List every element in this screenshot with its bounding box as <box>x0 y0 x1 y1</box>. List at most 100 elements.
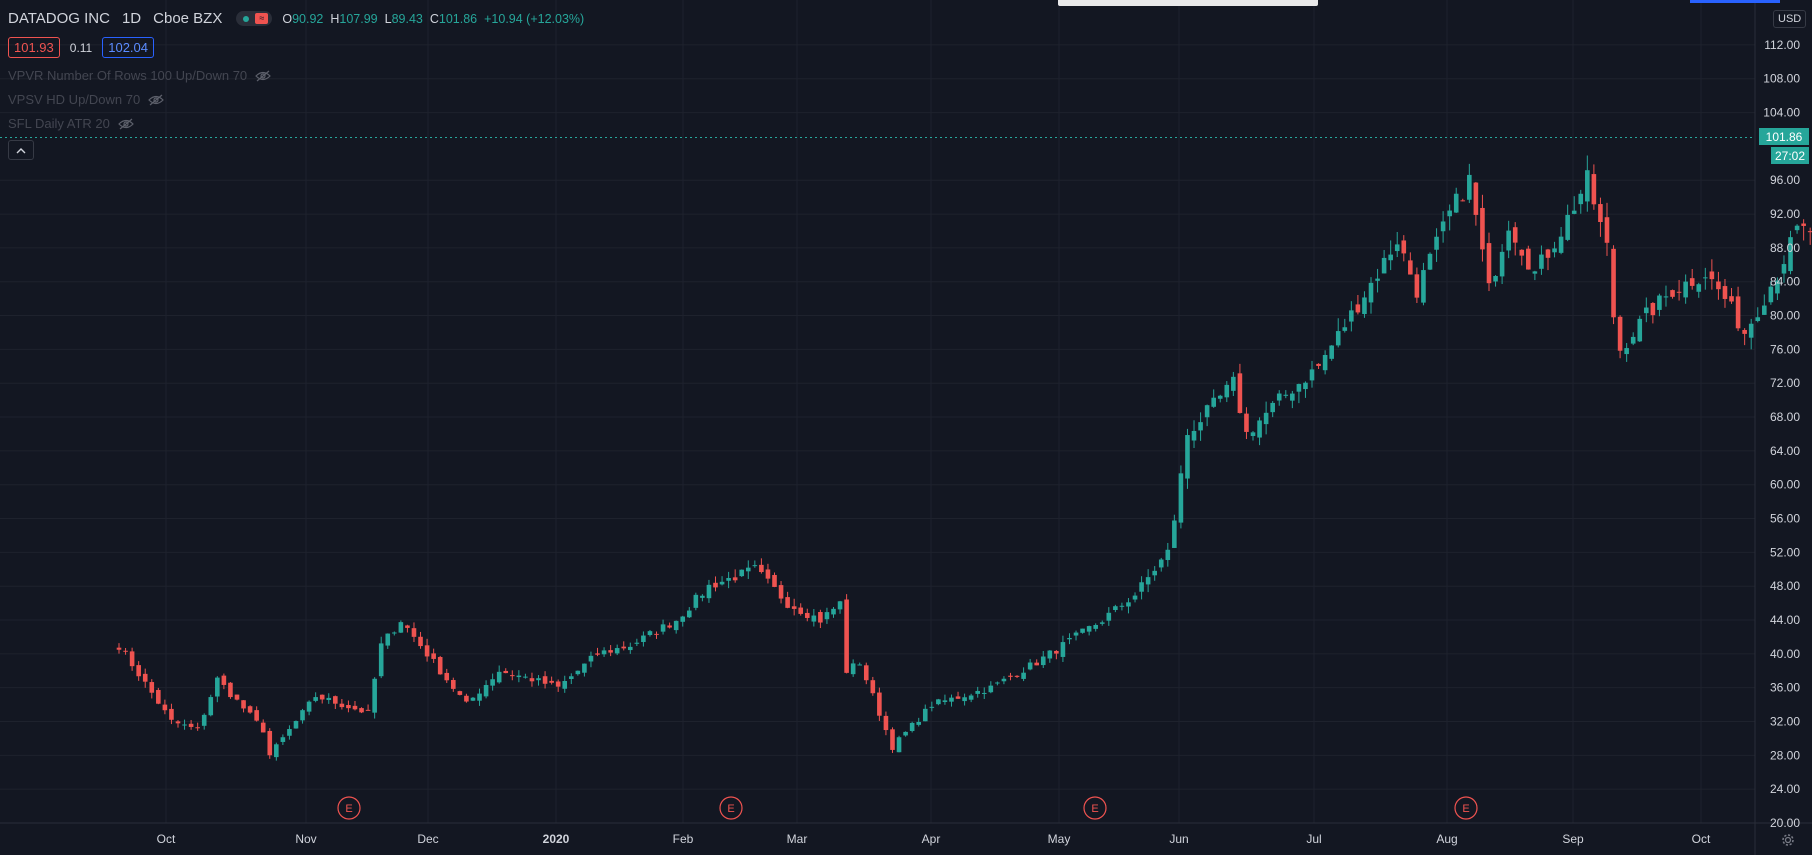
candle-body <box>1231 376 1236 391</box>
candle-body <box>831 608 836 615</box>
price-tick-label: 108.00 <box>1763 72 1800 86</box>
candle-body <box>732 577 738 581</box>
candle <box>1630 332 1636 346</box>
time-tick-label: Mar <box>787 832 808 846</box>
candle <box>365 704 371 711</box>
price-tick-label: 28.00 <box>1770 748 1800 762</box>
candle-body <box>1447 210 1452 217</box>
earnings-marker[interactable]: E <box>1454 796 1478 820</box>
candle-body <box>745 567 751 572</box>
candle-body <box>1126 602 1131 607</box>
candle-body <box>1303 382 1308 390</box>
candle <box>234 694 240 701</box>
eye-off-icon[interactable] <box>255 70 272 82</box>
indicator-label: SFL Daily ATR 20 <box>8 116 110 131</box>
bid-price[interactable]: 101.93 <box>8 37 60 58</box>
candle <box>1552 241 1557 258</box>
market-status-pill[interactable]: ≈ <box>236 11 273 26</box>
price-tick-label: 88.00 <box>1770 241 1800 255</box>
collapse-legend-button[interactable] <box>8 140 34 160</box>
indicator-vpsv[interactable]: VPSV HD Up/Down 70 <box>8 92 165 107</box>
candle-body <box>129 651 135 667</box>
eye-off-icon[interactable] <box>118 118 134 130</box>
currency-selector[interactable]: USD <box>1773 10 1807 28</box>
candle-body <box>510 675 515 677</box>
candle <box>156 687 161 705</box>
candle-body <box>942 700 948 703</box>
eye-off-icon[interactable] <box>148 94 165 106</box>
candle-body <box>477 693 482 701</box>
candle-body <box>352 705 358 710</box>
candle <box>988 681 994 694</box>
candle <box>1748 318 1754 350</box>
candle <box>1676 279 1682 301</box>
candle <box>1388 240 1393 271</box>
candle-body <box>798 607 804 614</box>
candle-body <box>116 647 122 650</box>
symbol-name[interactable]: DATADOG INC <box>8 10 110 27</box>
candle <box>844 594 849 674</box>
candle-body <box>247 706 253 713</box>
candle-body <box>844 599 849 673</box>
candle-body <box>234 694 240 700</box>
indicator-vpvr[interactable]: VPVR Number Of Rows 100 Up/Down 70 <box>8 68 272 83</box>
candle <box>1211 389 1216 408</box>
candle <box>549 676 554 685</box>
candle-body <box>503 670 509 674</box>
candle-body <box>785 597 790 608</box>
symbol-legend[interactable]: DATADOG INC 1D Cboe BZX ≈ O90.92 H107.99… <box>8 10 584 27</box>
candle-body <box>1565 214 1570 240</box>
candle <box>745 560 751 579</box>
candle-body <box>1008 675 1013 677</box>
candle <box>1080 628 1085 634</box>
candle <box>1709 259 1715 290</box>
candle-body <box>995 682 1000 684</box>
candle <box>451 677 456 692</box>
gear-icon[interactable] <box>1779 831 1797 849</box>
candle-body <box>601 650 607 655</box>
candle <box>123 647 128 655</box>
candle <box>1689 268 1695 290</box>
ask-price[interactable]: 102.04 <box>102 37 154 58</box>
ohlc-close: C101.86 <box>429 11 478 26</box>
candle-body <box>903 731 908 736</box>
candle <box>1480 194 1485 262</box>
candle-body <box>313 697 318 701</box>
candle-body <box>1322 354 1328 371</box>
candle-body <box>372 678 377 713</box>
candle-body <box>1742 329 1747 334</box>
candle-body <box>1683 281 1688 298</box>
candle <box>667 622 672 629</box>
candle-body <box>1381 257 1387 274</box>
time-axis: Oct Nov Dec 2020 Feb Mar Apr May Jun Jul Aug Sep Oct <box>157 832 1711 846</box>
symbol-interval[interactable]: 1D <box>121 10 142 27</box>
candle-body <box>1480 207 1485 250</box>
ohlc-high: H107.99 <box>330 11 378 26</box>
candle-body <box>1467 174 1472 200</box>
earnings-marker[interactable]: E <box>1083 796 1107 820</box>
candle <box>1303 381 1308 398</box>
indicator-label: VPSV HD Up/Down 70 <box>8 92 141 107</box>
earnings-marker[interactable]: E <box>719 796 743 820</box>
price-tick-label: 52.00 <box>1770 545 1800 559</box>
candle-body <box>909 722 915 732</box>
candle-body <box>188 723 194 727</box>
candle-body <box>437 657 443 675</box>
candle-body <box>1421 270 1426 303</box>
candle <box>568 673 574 685</box>
candle-body <box>1152 570 1157 576</box>
candle-body <box>169 708 174 720</box>
earnings-marker[interactable]: E <box>337 796 361 820</box>
candle-body <box>693 594 699 608</box>
candle-body <box>457 691 463 695</box>
candle-body <box>1630 336 1636 344</box>
symbol-exchange[interactable]: Cboe BZX <box>153 10 223 27</box>
price-tick-label: 60.00 <box>1770 478 1800 492</box>
candle-body <box>759 564 764 573</box>
indicator-atr[interactable]: SFL Daily ATR 20 <box>8 116 134 131</box>
price-tick-label: 72.00 <box>1770 376 1800 390</box>
candle <box>254 706 259 722</box>
candle <box>483 680 489 699</box>
candle-body <box>1650 303 1656 316</box>
